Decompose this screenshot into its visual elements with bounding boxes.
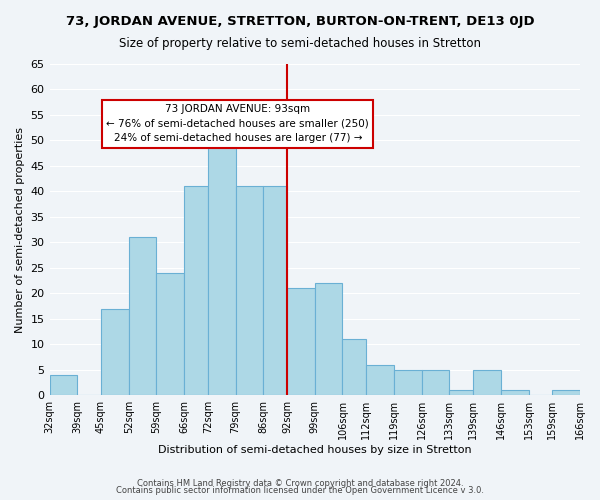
Bar (422, 370, 449, 396)
Bar (343, 340, 366, 396)
Bar (315, 283, 343, 396)
Text: Contains public sector information licensed under the Open Government Licence v : Contains public sector information licen… (116, 486, 484, 495)
Bar (157, 273, 184, 396)
Bar (449, 390, 473, 396)
Bar (263, 186, 287, 396)
Text: 73 JORDAN AVENUE: 93sqm
← 76% of semi-detached houses are smaller (250)
24% of s: 73 JORDAN AVENUE: 93sqm ← 76% of semi-de… (106, 104, 369, 144)
Text: Contains HM Land Registry data © Crown copyright and database right 2024.: Contains HM Land Registry data © Crown c… (137, 478, 463, 488)
Bar (394, 370, 422, 396)
Bar (101, 308, 129, 396)
Text: Size of property relative to semi-detached houses in Stretton: Size of property relative to semi-detach… (119, 38, 481, 51)
Text: 73, JORDAN AVENUE, STRETTON, BURTON-ON-TRENT, DE13 0JD: 73, JORDAN AVENUE, STRETTON, BURTON-ON-T… (65, 15, 535, 28)
Bar (287, 288, 315, 396)
Bar (129, 238, 157, 396)
Bar (473, 370, 501, 396)
Bar (366, 364, 394, 396)
X-axis label: Distribution of semi-detached houses by size in Stretton: Distribution of semi-detached houses by … (158, 445, 472, 455)
Y-axis label: Number of semi-detached properties: Number of semi-detached properties (15, 126, 25, 332)
Bar (501, 390, 529, 396)
Bar (184, 186, 208, 396)
Bar (208, 136, 236, 396)
Bar (552, 390, 580, 396)
Bar (236, 186, 263, 396)
Bar (50, 375, 77, 396)
